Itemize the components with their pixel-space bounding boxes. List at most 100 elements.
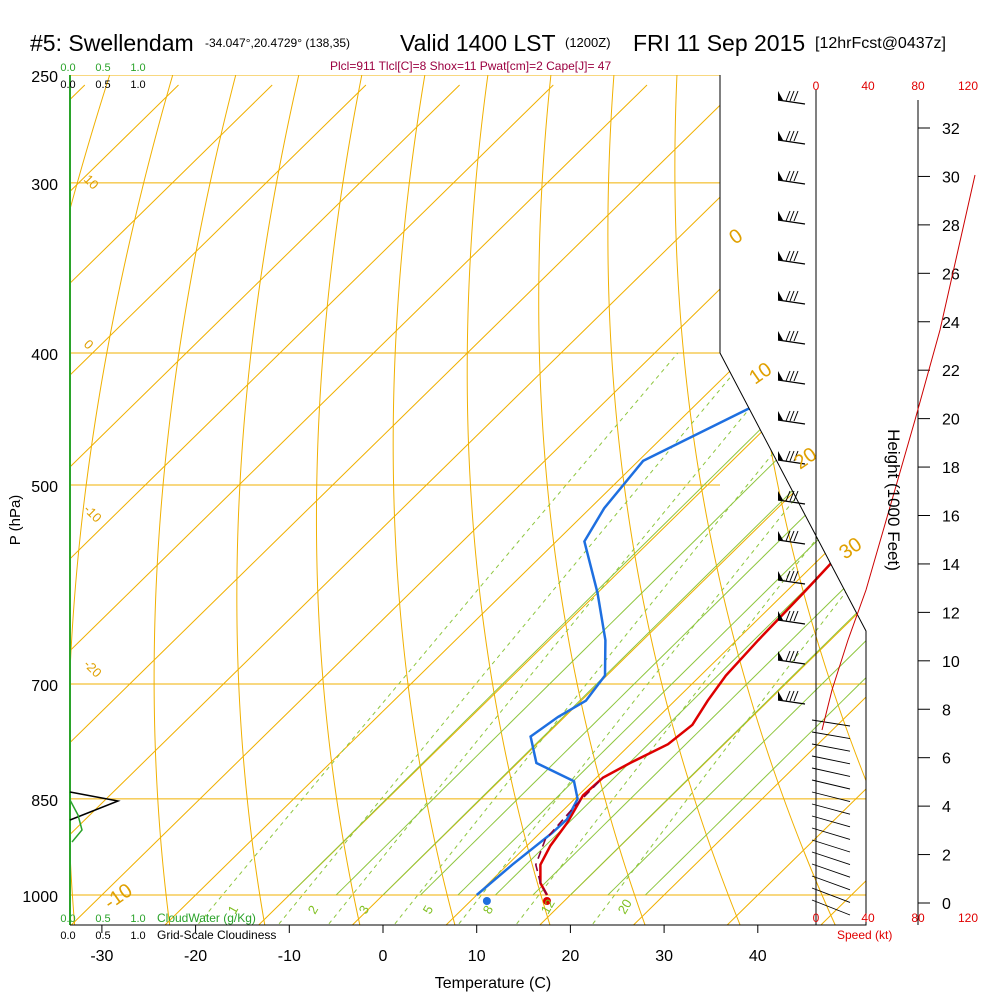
wind-barb-flag <box>778 691 783 700</box>
right-frame-line <box>719 75 867 926</box>
cloudwater-bottom-tick: 0.5 <box>95 913 110 925</box>
wind-barb <box>777 619 806 625</box>
speed-top-tick: 120 <box>958 79 978 93</box>
wind-barb-tick <box>793 170 799 182</box>
height-tick-label: 26 <box>942 266 960 283</box>
dry-adiabat-line <box>674 75 836 925</box>
moist-adiabat-line <box>420 97 866 896</box>
wind-barb <box>777 459 806 465</box>
wind-barb <box>811 863 851 878</box>
dry-adiabat-line <box>929 75 1000 925</box>
temperature-tick-label: 10 <box>468 948 486 965</box>
wind-barb-tick <box>793 330 799 342</box>
wind-barb-flag <box>778 211 783 220</box>
temperature-tick-label: 0 <box>379 948 388 965</box>
dry-adiabat-line <box>392 75 456 925</box>
wind-barb-tick <box>785 530 791 542</box>
wind-barb-tick <box>793 130 799 142</box>
dry-adiabat-line <box>236 75 300 925</box>
wind-barb-tick <box>793 210 799 222</box>
pressure-tick-label: 700 <box>31 678 58 695</box>
surface-temperature-point <box>542 897 551 905</box>
wind-barb <box>777 219 806 225</box>
dry-adiabat-line <box>607 75 741 925</box>
pressure-tick-label: 400 <box>31 347 58 364</box>
temperature-tick-label: 40 <box>749 948 767 965</box>
isotherm-line <box>258 84 866 925</box>
series-line-temperature <box>539 97 866 896</box>
wind-barb <box>777 419 806 425</box>
cloudiness-profile <box>69 791 121 821</box>
wind-barb-tick <box>785 650 791 662</box>
wind-barb-flag <box>778 291 783 300</box>
cloudwater-profile <box>69 799 83 843</box>
wind-barb-tick <box>793 250 799 262</box>
wind-barb <box>811 731 851 740</box>
dry-adiabat-label: 0 <box>725 225 747 249</box>
height-tick-label: 0 <box>942 896 951 913</box>
wind-barb-tick <box>785 490 791 502</box>
wind-barb <box>777 379 806 385</box>
moist-adiabat-line <box>645 97 866 896</box>
isotherm-label: -10 <box>81 502 105 526</box>
wind-barb-tick <box>793 650 799 662</box>
temperature-tick-label: -10 <box>278 948 301 965</box>
wind-barb-tick <box>785 170 791 182</box>
wind-barb <box>811 767 851 777</box>
cloudwater-top-tick: 0.0 <box>60 62 75 74</box>
cloudiness-top-tick: 0.5 <box>95 79 110 91</box>
wind-barb-tick <box>793 290 799 302</box>
pressure-tick-label: 850 <box>31 793 58 810</box>
wind-barb-tick <box>789 330 795 342</box>
wind-barb-flag <box>778 371 783 380</box>
mixing-ratio-label: 2 <box>305 903 322 917</box>
wind-barb <box>811 779 851 790</box>
wind-barb-tick <box>793 410 799 422</box>
y-axis-title: P (hPa) <box>7 495 24 546</box>
height-tick-label: 30 <box>942 169 960 186</box>
mixing-ratio-line <box>198 352 679 925</box>
height-tick-label: 8 <box>942 702 951 719</box>
isotherm-label: -20 <box>81 657 105 681</box>
speed-bottom-tick: 0 <box>813 911 820 925</box>
moist-adiabat-line <box>495 97 866 896</box>
height-axis-title: Height (1000 Feet) <box>884 429 903 571</box>
height-tick-label: 22 <box>942 363 960 380</box>
wind-barb-flag <box>778 531 783 540</box>
wind-barb-flag <box>778 171 783 180</box>
moist-adiabat-line <box>607 97 866 896</box>
wind-barb-flag <box>778 611 783 620</box>
height-tick-label: 18 <box>942 460 960 477</box>
height-tick-label: 6 <box>942 751 951 768</box>
wind-barb <box>811 803 851 815</box>
pressure-tick-label: 500 <box>31 479 58 496</box>
wind-barb-tick <box>789 210 795 222</box>
mixing-ratio-line <box>394 352 856 925</box>
wind-barb-tick <box>785 450 791 462</box>
height-tick-label: 16 <box>942 509 960 526</box>
sounding-indices: Plcl=911 Tlcl[C]=8 Shox=11 Pwat[cm]=2 Ca… <box>330 59 611 73</box>
height-tick-label: 14 <box>942 557 960 574</box>
speed-top-tick: 0 <box>813 79 820 93</box>
x-axis-title: Temperature (C) <box>435 975 551 992</box>
wind-barb <box>777 539 806 545</box>
wind-barb-tick <box>789 290 795 302</box>
isotherm-line <box>164 84 866 925</box>
cloudiness-bottom-tick: 0.0 <box>60 930 75 942</box>
wind-barb <box>811 815 851 828</box>
valid-time: Valid 1400 LST <box>400 30 556 56</box>
wind-barb <box>811 887 851 903</box>
height-tick-label: 28 <box>942 218 960 235</box>
wind-barb <box>811 743 851 752</box>
wind-barb-tick <box>785 250 791 262</box>
cloudwater-bottom-tick: 0.0 <box>60 913 75 925</box>
wind-barb-flag <box>778 131 783 140</box>
wind-barb-tick <box>789 530 795 542</box>
isotherm-line <box>633 84 866 925</box>
wind-barb <box>811 899 851 916</box>
wind-barb <box>811 839 851 853</box>
wind-barb <box>811 755 851 765</box>
wind-barb <box>811 791 851 803</box>
height-tick-label: 32 <box>942 121 960 138</box>
